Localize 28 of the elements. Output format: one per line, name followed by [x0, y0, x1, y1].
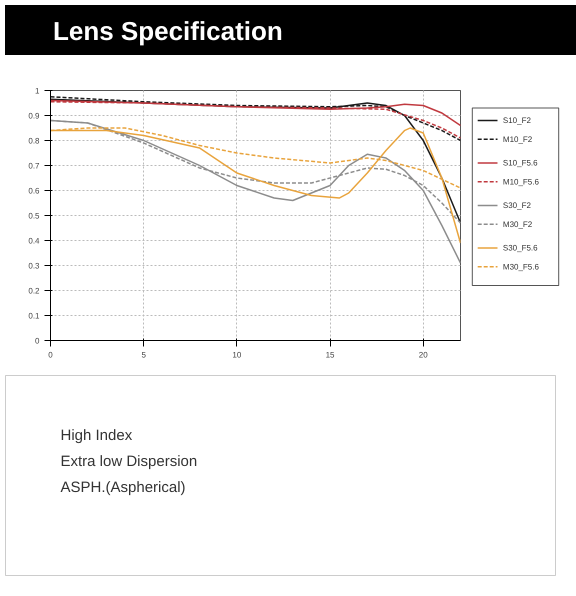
text: Extra low Dispersion	[60, 453, 198, 470]
y-tick-label: 0.7	[28, 162, 40, 170]
legend-label: M30_F5.6	[502, 262, 540, 272]
legend-label: M30_F2	[502, 220, 533, 229]
legend-label: S10_F2	[502, 116, 532, 125]
y-tick-label: 0.1	[28, 312, 40, 320]
x-tick-label: 20	[418, 350, 428, 360]
chart-title: Lens Specification	[53, 15, 283, 48]
x-tick-label: 10	[232, 350, 242, 360]
y-tick-label: 0.3	[28, 262, 40, 270]
y-tick-label: 0.6	[28, 186, 40, 196]
y-tick-label: 0.2	[28, 286, 40, 296]
x-tick-label: 0	[48, 350, 54, 360]
y-tick-label: 0	[35, 336, 40, 346]
y-tick-label: 0.8	[28, 136, 40, 146]
legend-label: S30_F5.6	[502, 244, 538, 252]
x-tick-label: 5	[141, 350, 146, 360]
legend-label: S30_F2	[502, 201, 532, 210]
y-tick-label: 0.9	[28, 112, 40, 120]
legend-label: S10_F5.6	[502, 158, 538, 168]
x-tick-label: 15	[326, 350, 336, 360]
y-tick-label: 0.4	[28, 236, 40, 246]
legend-label: M10_F5.6	[502, 177, 540, 186]
legend-label: M10_F2	[502, 134, 533, 144]
text: High Index	[60, 427, 133, 444]
text: ASPH.(Aspherical)	[60, 479, 186, 496]
y-tick-label: 0.5	[28, 212, 40, 220]
y-tick-label: 1	[35, 86, 40, 96]
